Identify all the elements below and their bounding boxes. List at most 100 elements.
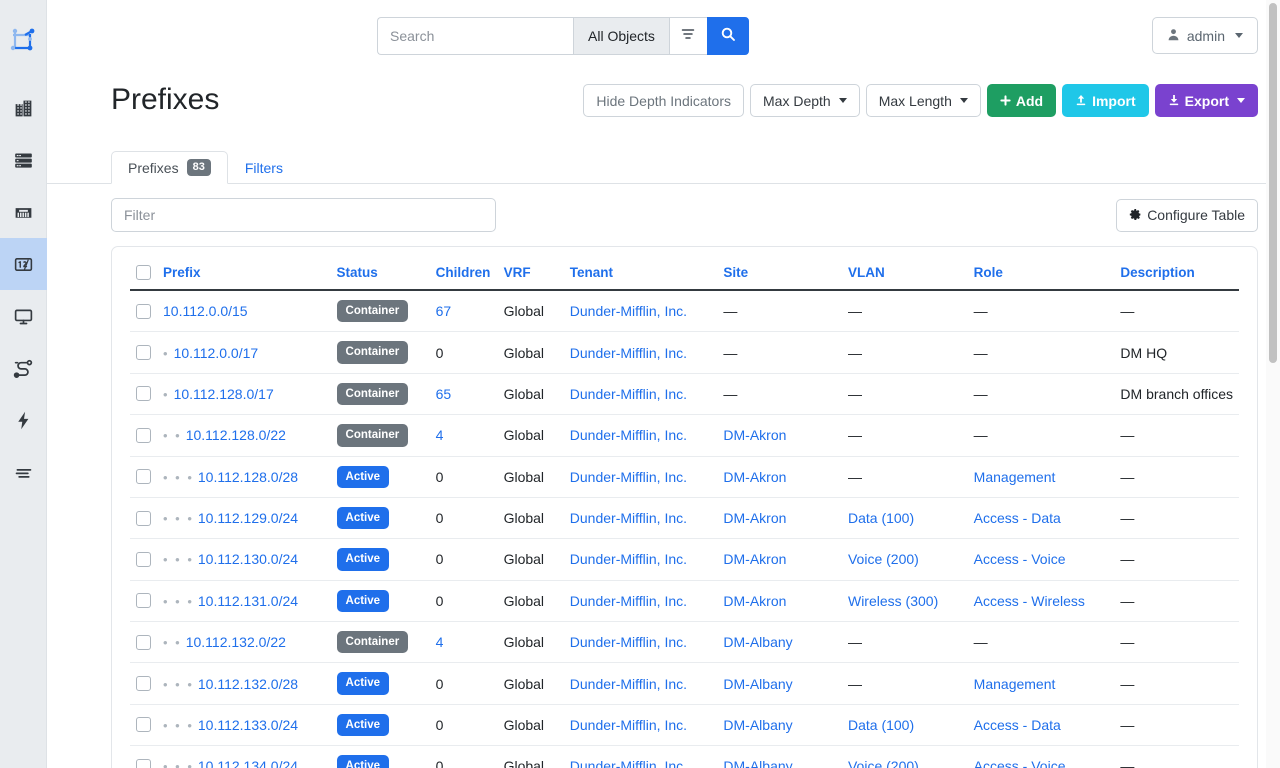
sidebar-item-virtualization[interactable] xyxy=(0,290,47,342)
role-cell-link[interactable]: Management xyxy=(973,675,1056,692)
add-button[interactable]: Add xyxy=(986,84,1057,117)
tenant-cell-link[interactable]: Dunder-Mifflin, Inc. xyxy=(569,510,688,527)
row-select-checkbox[interactable] xyxy=(136,634,151,650)
max-length-dropdown[interactable]: Max Length xyxy=(865,84,981,117)
table-filter-input[interactable] xyxy=(111,198,496,232)
vlan-cell-link[interactable]: Data (100) xyxy=(847,716,915,733)
vlan-cell-link[interactable]: Data (100) xyxy=(847,510,915,527)
prefix-link[interactable]: 10.112.128.0/28 xyxy=(197,468,299,485)
sidebar-item-connections[interactable] xyxy=(0,186,47,238)
netbox-logo-icon[interactable] xyxy=(0,18,46,64)
role-cell-link[interactable]: Access - Data xyxy=(973,716,1061,733)
children-count-link[interactable]: 67 xyxy=(435,303,452,320)
tenant-cell-link[interactable]: Dunder-Mifflin, Inc. xyxy=(569,303,688,320)
tenant-cell-link[interactable]: Dunder-Mifflin, Inc. xyxy=(569,427,688,444)
prefix-link[interactable]: 10.112.131.0/24 xyxy=(197,592,299,609)
role-cell-link[interactable]: Management xyxy=(973,468,1056,485)
row-select-checkbox[interactable] xyxy=(136,551,151,567)
site-cell-link[interactable]: DM-Akron xyxy=(723,510,787,527)
tenant-cell-link[interactable]: Dunder-Mifflin, Inc. xyxy=(569,716,688,733)
sidebar-item-devices[interactable] xyxy=(0,134,47,186)
max-depth-dropdown[interactable]: Max Depth xyxy=(750,84,860,117)
row-select-checkbox[interactable] xyxy=(136,758,151,768)
prefix-link[interactable]: 10.112.132.0/28 xyxy=(197,675,299,692)
column-header-role[interactable]: Role xyxy=(967,261,1115,291)
column-header-site[interactable]: Site xyxy=(717,261,842,291)
tenant-cell-link[interactable]: Dunder-Mifflin, Inc. xyxy=(569,468,688,485)
row-select-checkbox[interactable] xyxy=(136,717,151,733)
row-select-checkbox[interactable] xyxy=(136,303,151,319)
export-button[interactable]: Export xyxy=(1154,84,1258,117)
children-count-link[interactable]: 4 xyxy=(435,634,444,651)
user-menu-button[interactable]: admin xyxy=(1151,17,1258,54)
site-cell-link[interactable]: DM-Akron xyxy=(723,551,787,568)
sidebar-item-organization[interactable] xyxy=(0,82,47,134)
tenant-cell-link[interactable]: Dunder-Mifflin, Inc. xyxy=(569,551,688,568)
role-cell-link[interactable]: Access - Voice xyxy=(973,551,1066,568)
search-filter-button[interactable] xyxy=(668,16,707,55)
tab-filters[interactable]: Filters xyxy=(228,151,300,184)
page-scrollbar-thumb[interactable] xyxy=(1269,3,1277,363)
prefix-link[interactable]: 10.112.132.0/22 xyxy=(185,634,286,651)
row-select-checkbox[interactable] xyxy=(136,510,151,526)
prefix-link[interactable]: 10.112.130.0/24 xyxy=(197,551,299,568)
tenant-cell-link[interactable]: Dunder-Mifflin, Inc. xyxy=(569,758,688,768)
tab-prefixes[interactable]: Prefixes 83 xyxy=(111,151,228,184)
prefix-link[interactable]: 10.112.0.0/17 xyxy=(173,344,259,361)
vlan-cell-link[interactable]: Voice (200) xyxy=(847,758,919,768)
vlan-cell-link[interactable]: Voice (200) xyxy=(847,551,919,568)
site-cell-link[interactable]: DM-Albany xyxy=(723,634,793,651)
row-select-checkbox[interactable] xyxy=(136,386,151,402)
tenant-cell-link[interactable]: Dunder-Mifflin, Inc. xyxy=(569,385,688,402)
tenant-cell-link[interactable]: Dunder-Mifflin, Inc. xyxy=(569,675,688,692)
prefix-link[interactable]: 10.112.134.0/24 xyxy=(197,758,299,768)
prefix-cell: • 10.112.128.0/17 xyxy=(157,373,331,416)
prefix-link[interactable]: 10.112.128.0/22 xyxy=(185,427,286,444)
select-all-checkbox[interactable] xyxy=(136,265,151,280)
prefix-link[interactable]: 10.112.0.0/15 xyxy=(163,303,248,320)
row-select-checkbox[interactable] xyxy=(136,593,151,609)
row-select-checkbox[interactable] xyxy=(136,676,151,692)
sidebar-item-circuits[interactable] xyxy=(0,342,47,394)
prefix-link[interactable]: 10.112.133.0/24 xyxy=(197,716,299,733)
row-select-checkbox[interactable] xyxy=(136,345,151,361)
tenant-cell-link[interactable]: Dunder-Mifflin, Inc. xyxy=(569,344,688,361)
page-scrollbar-track[interactable] xyxy=(1266,0,1280,768)
role-cell-link[interactable]: Access - Wireless xyxy=(973,592,1085,609)
prefix-link[interactable]: 10.112.129.0/24 xyxy=(197,510,299,527)
sidebar-item-other[interactable] xyxy=(0,446,47,498)
tenant-cell-link[interactable]: Dunder-Mifflin, Inc. xyxy=(569,634,688,651)
role-cell-link[interactable]: Access - Voice xyxy=(973,758,1066,768)
column-header-children[interactable]: Children xyxy=(429,261,498,291)
site-cell-link[interactable]: DM-Akron xyxy=(723,427,787,444)
search-scope-dropdown[interactable]: All Objects xyxy=(573,16,669,55)
column-header-tenant[interactable]: Tenant xyxy=(563,261,718,291)
role-cell-link[interactable]: Access - Data xyxy=(973,510,1061,527)
search-input[interactable] xyxy=(377,16,573,55)
children-count-link[interactable]: 65 xyxy=(435,385,452,402)
site-cell-link[interactable]: DM-Albany xyxy=(723,758,793,768)
tenant-cell-link[interactable]: Dunder-Mifflin, Inc. xyxy=(569,592,688,609)
row-select-checkbox[interactable] xyxy=(136,469,151,485)
hide-depth-indicators-button[interactable]: Hide Depth Indicators xyxy=(583,84,744,117)
row-select-checkbox[interactable] xyxy=(136,427,151,443)
column-header-vrf[interactable]: VRF xyxy=(497,261,564,291)
column-header-vlan[interactable]: VLAN xyxy=(841,261,968,291)
column-header-status[interactable]: Status xyxy=(330,261,430,291)
search-submit-button[interactable] xyxy=(706,16,749,55)
sidebar-item-power[interactable] xyxy=(0,394,47,446)
sidebar-item-ipam[interactable] xyxy=(0,238,47,290)
site-cell-link[interactable]: DM-Albany xyxy=(723,716,793,733)
site-cell-link[interactable]: DM-Albany xyxy=(723,675,793,692)
vlan-cell-link[interactable]: Wireless (300) xyxy=(847,592,939,609)
site-cell-link[interactable]: DM-Akron xyxy=(723,468,787,485)
children-cell: 0 xyxy=(429,456,498,498)
children-count-link[interactable]: 4 xyxy=(435,427,444,444)
prefix-link[interactable]: 10.112.128.0/17 xyxy=(173,385,274,402)
site-cell-link[interactable]: DM-Akron xyxy=(723,592,787,609)
column-header-prefix[interactable]: Prefix xyxy=(157,261,331,291)
column-header-description[interactable]: Description xyxy=(1114,261,1239,291)
import-button[interactable]: Import xyxy=(1062,84,1149,117)
prefix-cell: • • • 10.112.132.0/28 xyxy=(157,662,331,705)
configure-table-button[interactable]: Configure Table xyxy=(1116,198,1258,232)
